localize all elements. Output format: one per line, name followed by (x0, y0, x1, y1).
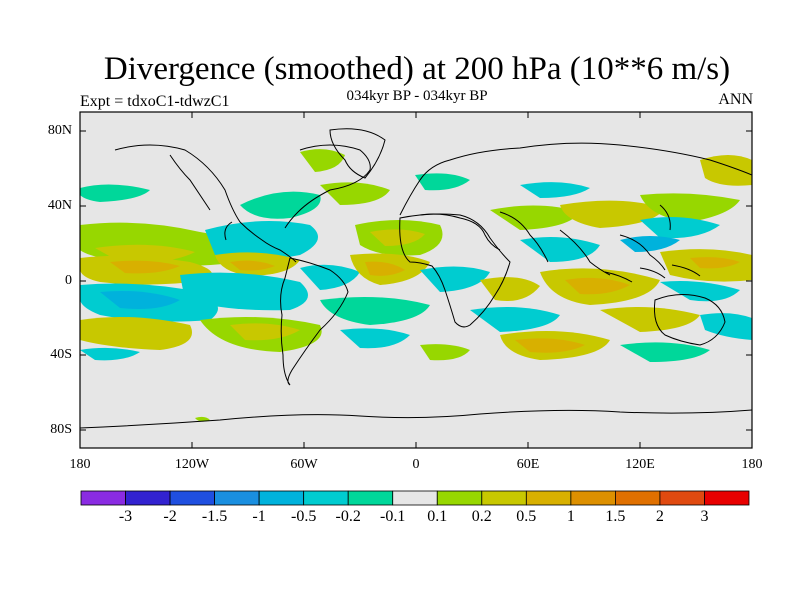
colorbar-label: -0.1 (380, 508, 406, 525)
colorbar-label: 0.1 (427, 508, 448, 525)
colorbar-label: -2 (163, 508, 177, 525)
colorbar-label: 0.5 (516, 508, 537, 525)
coastlines (80, 128, 752, 429)
lon-label-60w: 60W (290, 457, 318, 472)
colorbar-swatch (436, 490, 483, 506)
eurasia-coast (399, 142, 752, 276)
colorbar-swatch (704, 490, 750, 506)
colorbar-label: -0.2 (335, 508, 361, 525)
experiment-label: Expt = tdxoC1-tdwzC1 (80, 93, 230, 110)
contour-patches-equator (80, 236, 752, 311)
colorbar-label: 3 (700, 508, 709, 525)
map-title: Divergence (smoothed) at 200 hPa (10**6 … (103, 51, 731, 87)
colorbar-swatch (615, 490, 661, 506)
colorbar-label: 1.5 (605, 508, 626, 525)
lon-label-0: 0 (412, 457, 420, 472)
colorbar-label: 2 (655, 508, 664, 525)
colorbar-swatch (525, 490, 572, 506)
indonesia-coast (604, 264, 701, 283)
colorbar-label: -1 (252, 508, 266, 525)
north-america-coast (114, 144, 371, 263)
south-america-coast (280, 257, 349, 386)
colorbar-swatch (80, 490, 126, 506)
contour-patches-south (80, 283, 752, 422)
season-label: ANN (718, 91, 753, 108)
lon-label-120w: 120W (174, 457, 210, 472)
antarctica-coast (80, 409, 752, 429)
lat-label-40s: 40S (50, 347, 72, 362)
colorbar (80, 490, 750, 506)
lon-label-60e: 60E (516, 457, 540, 472)
lon-label-120e: 120E (625, 457, 655, 472)
australia-coast (654, 294, 726, 346)
axis-ticks (80, 112, 752, 448)
lon-label-180w: 180 (69, 457, 91, 472)
colorbar-label: -0.5 (291, 508, 317, 525)
colorbar-swatch (125, 490, 171, 506)
divergence-field (80, 149, 752, 422)
lat-label-80s: 80S (50, 422, 72, 437)
lat-label-0: 0 (65, 273, 72, 288)
africa-coast (399, 213, 511, 328)
colorbar-label: -3 (118, 508, 133, 525)
colorbar-swatch (659, 490, 705, 506)
colorbar-label: 0.2 (471, 508, 492, 525)
greenland-coast (329, 128, 386, 179)
colorbar-swatch (303, 490, 349, 506)
colorbar-label: 1 (566, 508, 575, 525)
colorbar-swatch (347, 490, 394, 506)
colorbar-label: -1.5 (201, 508, 228, 525)
lat-label-40n: 40N (47, 198, 72, 213)
lat-label-80n: 80N (47, 123, 72, 138)
colorbar-swatch (214, 490, 260, 506)
colorbar-swatch (481, 490, 527, 506)
map-subtitle: 034kyr BP - 034kyr BP (346, 88, 488, 104)
colorbar-swatch (258, 490, 305, 506)
colorbar-swatch (392, 490, 438, 506)
colorbar-swatch (570, 490, 616, 506)
colorbar-swatch (169, 490, 216, 506)
lon-label-180e: 180 (741, 457, 763, 472)
